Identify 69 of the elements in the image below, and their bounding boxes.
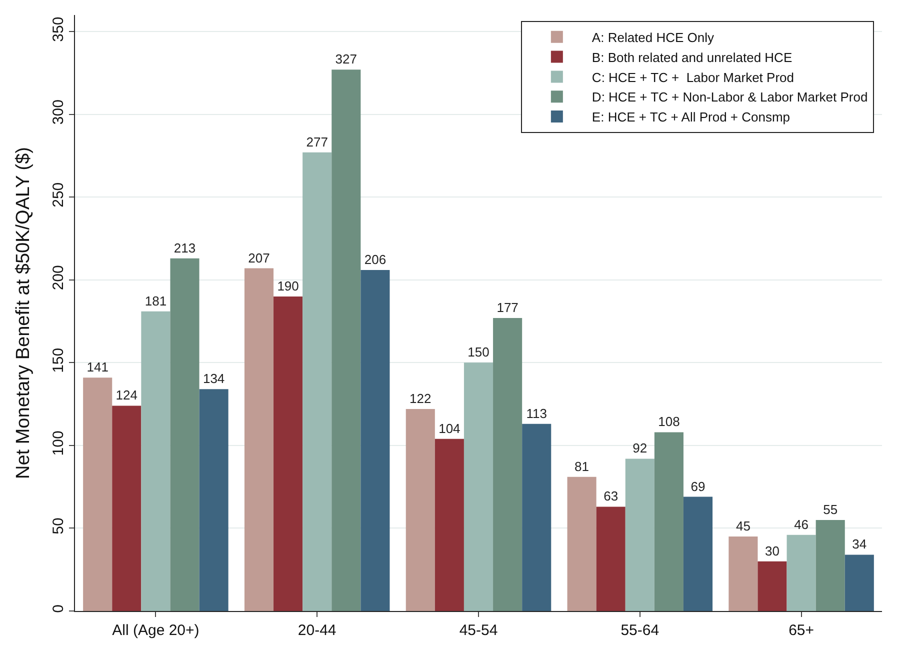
data-label: 69	[690, 478, 706, 494]
data-label: 46	[794, 516, 809, 532]
data-label: 134	[202, 371, 225, 386]
data-label: 104	[438, 420, 460, 436]
x-tick-label: 55-64	[620, 622, 660, 639]
legend-label: A: Related HCE Only	[592, 30, 715, 45]
bar	[522, 424, 552, 611]
bar	[332, 70, 361, 611]
y-tick-label: 300	[50, 100, 67, 125]
bar	[112, 406, 142, 611]
legend-label: D: HCE + TC + Non-Labor & Labor Market Prod	[592, 90, 868, 105]
data-label: 34	[852, 536, 867, 552]
bar	[170, 258, 200, 611]
data-label: 181	[144, 293, 167, 308]
bar	[464, 362, 494, 611]
data-label: 207	[248, 250, 270, 266]
bar	[816, 520, 845, 611]
bar	[625, 458, 654, 611]
x-tick-label: 45-54	[459, 622, 498, 639]
data-label: 108	[658, 414, 680, 430]
data-label: 150	[468, 344, 490, 360]
bar	[141, 311, 170, 611]
data-label: 141	[86, 360, 108, 375]
data-label: 177	[496, 300, 518, 315]
bar	[244, 268, 274, 611]
bar	[567, 476, 596, 611]
data-label: 81	[574, 458, 590, 474]
x-tick-label: All (Age 20+)	[112, 622, 200, 639]
bar	[360, 270, 390, 611]
y-tick-label: 0	[50, 604, 67, 613]
y-tick-label: 100	[50, 430, 67, 456]
y-tick-label: 200	[50, 265, 67, 290]
bar	[683, 496, 713, 611]
data-label: 206	[364, 252, 386, 267]
data-label: 63	[604, 488, 618, 504]
bar	[493, 318, 522, 611]
bar	[844, 554, 874, 611]
bar	[199, 389, 228, 611]
data-label: 45	[736, 518, 750, 534]
bar	[406, 409, 435, 611]
legend-label: C: HCE + TC + Labor Market Prod	[592, 70, 794, 85]
y-tick-label: 50	[50, 518, 67, 534]
bar	[302, 152, 332, 611]
bar	[786, 534, 816, 611]
data-label: 55	[823, 502, 838, 517]
legend-label: E: HCE + TC + All Prod + Consmp	[592, 110, 790, 125]
data-label: 190	[277, 278, 299, 294]
data-label: 327	[335, 52, 358, 67]
bar	[728, 536, 758, 611]
y-tick-label: 350	[50, 16, 67, 42]
data-label: 124	[116, 388, 138, 403]
y-tick-label: 150	[50, 348, 67, 373]
x-tick-label: 65+	[788, 622, 814, 639]
bar	[274, 296, 303, 611]
bar	[83, 378, 112, 611]
bar	[758, 561, 787, 611]
data-label: 30	[765, 543, 780, 558]
legend-label: B: Both related and unrelated HCE	[592, 50, 792, 65]
data-label: 277	[306, 134, 328, 150]
data-label: 213	[174, 240, 196, 256]
data-label: 92	[632, 440, 648, 456]
y-axis-title: Net Monetary Benefit at $50K/QALY ($)	[12, 147, 34, 479]
data-label: 122	[410, 391, 432, 406]
bar	[434, 438, 464, 611]
bar	[654, 432, 684, 611]
y-tick-label: 250	[50, 182, 67, 208]
bar	[596, 506, 626, 611]
data-label: 113	[526, 406, 547, 421]
x-tick-label: 20-44	[298, 622, 336, 639]
